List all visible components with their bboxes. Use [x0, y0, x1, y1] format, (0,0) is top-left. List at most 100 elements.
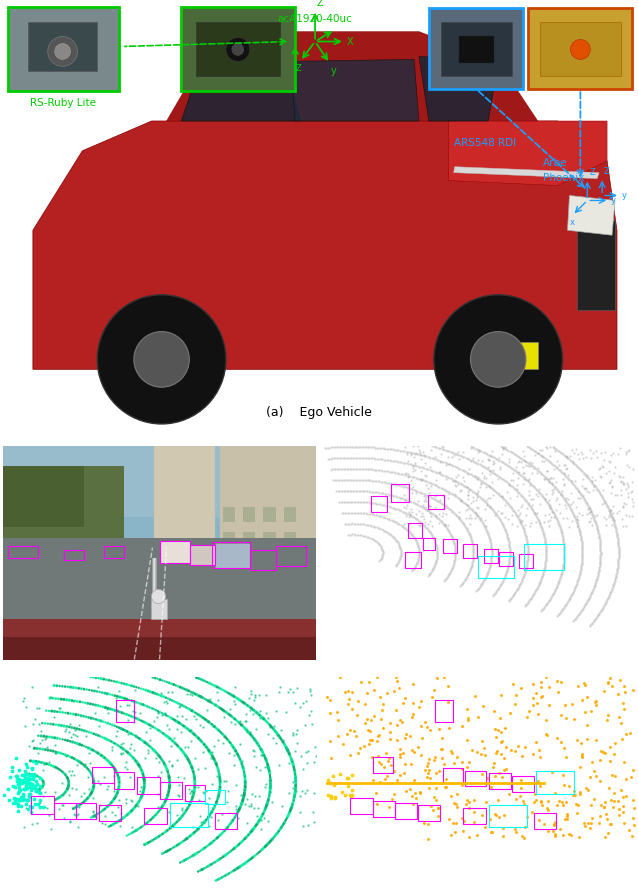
Point	[607, 508, 617, 523]
Point	[519, 466, 529, 480]
Point	[360, 450, 370, 465]
Bar	[160, 541, 189, 563]
Point	[21, 773, 31, 788]
Point	[413, 513, 423, 527]
Point	[404, 517, 414, 532]
Point	[542, 464, 553, 478]
Point	[27, 800, 38, 814]
Point	[549, 817, 560, 831]
Point	[170, 839, 181, 854]
Point	[506, 500, 516, 515]
Point	[591, 481, 601, 495]
Point	[197, 690, 207, 705]
Point	[410, 470, 420, 484]
Point	[538, 468, 548, 483]
Point	[38, 732, 48, 747]
Point	[278, 733, 288, 747]
Point	[144, 814, 154, 829]
Point	[190, 687, 200, 701]
Point	[596, 488, 606, 502]
Point	[550, 830, 560, 844]
Point	[365, 518, 375, 533]
Point	[607, 582, 617, 596]
Point	[583, 499, 593, 513]
Point	[595, 538, 605, 552]
Point	[497, 491, 507, 505]
Bar	[443, 539, 457, 553]
Point	[463, 500, 473, 514]
Point	[518, 477, 528, 491]
Point	[463, 481, 473, 495]
Point	[485, 559, 495, 574]
Point	[563, 468, 574, 483]
Point	[189, 751, 200, 765]
Point	[612, 531, 623, 545]
Point	[91, 713, 101, 727]
Point	[352, 694, 362, 708]
Point	[584, 591, 594, 606]
Point	[289, 762, 299, 776]
Point	[387, 529, 397, 543]
Point	[52, 791, 63, 805]
Point	[551, 459, 561, 474]
Point	[481, 477, 491, 491]
Point	[575, 487, 586, 501]
Point	[200, 840, 211, 855]
Point	[34, 716, 44, 731]
Point	[448, 815, 458, 830]
Point	[510, 586, 520, 600]
Point	[255, 704, 265, 718]
Point	[545, 471, 555, 485]
Point	[603, 591, 613, 605]
Point	[595, 541, 605, 556]
Point	[193, 780, 204, 794]
Point	[500, 509, 510, 524]
Point	[188, 848, 198, 863]
Point	[431, 539, 441, 553]
Point	[345, 450, 355, 465]
Point	[57, 706, 68, 720]
Point	[332, 705, 342, 719]
Point	[517, 444, 528, 458]
Point	[387, 465, 397, 479]
Point	[272, 728, 282, 742]
Point	[551, 444, 561, 458]
Point	[592, 522, 602, 536]
Point	[187, 761, 197, 775]
Point	[520, 492, 530, 507]
Point	[208, 678, 218, 692]
Point	[426, 564, 436, 578]
Point	[438, 442, 448, 457]
Point	[107, 805, 117, 819]
Point	[283, 809, 293, 823]
Point	[613, 535, 623, 549]
Point	[537, 571, 547, 585]
Point	[259, 804, 269, 818]
Point	[241, 855, 251, 870]
Point	[212, 722, 222, 736]
Point	[183, 753, 193, 767]
Point	[588, 792, 598, 806]
Point	[40, 742, 50, 756]
Point	[396, 467, 406, 481]
Point	[179, 805, 189, 820]
Point	[607, 800, 618, 814]
Point	[115, 738, 126, 752]
Point	[514, 465, 524, 479]
Point	[248, 703, 258, 717]
Point	[430, 533, 440, 548]
Point	[386, 465, 396, 479]
Point	[279, 816, 289, 830]
Point	[443, 524, 454, 538]
Point	[549, 510, 559, 524]
Point	[409, 446, 419, 460]
Point	[603, 501, 613, 516]
Point	[207, 745, 217, 759]
Point	[395, 747, 405, 761]
Point	[543, 595, 553, 609]
Point	[496, 688, 506, 702]
Point	[189, 778, 200, 792]
Point	[440, 455, 450, 469]
Point	[600, 598, 610, 612]
Point	[501, 527, 512, 541]
